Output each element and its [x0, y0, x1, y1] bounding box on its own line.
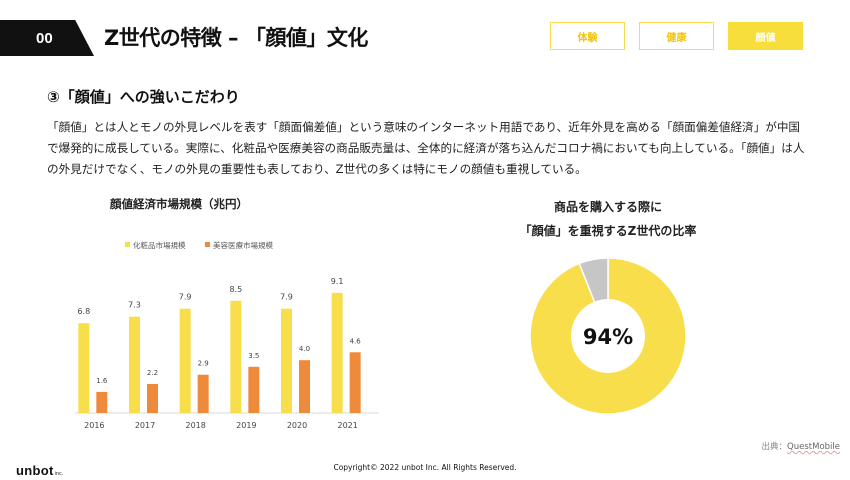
- bar: [349, 352, 361, 413]
- bar-value-label: 1.6: [96, 377, 108, 385]
- bar: [248, 366, 260, 413]
- bar: [147, 383, 158, 413]
- legend-label: 美容医療市場規模: [213, 240, 273, 250]
- x-tick-label: 2021: [337, 421, 357, 430]
- body-text: 「顔値」とは人とモノの外見レベルを表す「顔面偏差値」という意味のインターネット用…: [47, 120, 805, 176]
- x-tick-label: 2018: [185, 421, 205, 430]
- tab-appearance[interactable]: 顔値: [728, 22, 803, 50]
- market-size-bar-chart: 顔値経済市場規模（兆円） 化粧品市場規模 美容医療市場規模 6.8 1.6 2016 7.3…: [75, 197, 379, 430]
- bar: [299, 360, 310, 413]
- donut-hole: [571, 299, 645, 373]
- bar-value-label: 7.9: [280, 293, 293, 302]
- bar-value-label: 3.5: [248, 352, 259, 360]
- source-label: 出典：: [761, 442, 788, 452]
- company-logo: unbotinc.: [16, 463, 64, 478]
- legend-swatch: [125, 242, 130, 247]
- bar-value-label: 2.2: [147, 369, 158, 377]
- legend-swatch: [205, 242, 210, 247]
- appearance-ratio-pie-chart: 商品を購入する際に「顔値」を重視するZ世代の比率 94%: [520, 199, 697, 415]
- bar-value-label: 6.8: [77, 307, 90, 316]
- x-tick-label: 2019: [236, 421, 256, 430]
- page-title: Z世代の特徴 – 「顔値」文化: [104, 26, 368, 50]
- bar-chart-title: 顔値経済市場規模（兆円）: [109, 197, 248, 211]
- pie-title-line2: 「顔値」を重視するZ世代の比率: [520, 223, 697, 238]
- tab-bar: 体験 健康 顔値: [550, 22, 803, 50]
- tab-experience[interactable]: 体験: [550, 22, 625, 50]
- logo-suffix: inc.: [54, 471, 64, 477]
- section-number: 00: [36, 29, 53, 47]
- bar-value-label: 8.5: [229, 285, 242, 294]
- bar-value-label: 7.3: [128, 301, 141, 310]
- source-name: QuestMobile: [787, 442, 840, 452]
- legend-label: 化粧品市場規模: [133, 240, 186, 250]
- x-tick-label: 2017: [135, 421, 155, 430]
- bar-value-label: 2.9: [198, 360, 209, 368]
- bar: [281, 308, 292, 413]
- tab-health[interactable]: 健康: [639, 22, 714, 50]
- pie-title-line1: 商品を購入する際に: [554, 199, 662, 214]
- x-tick-label: 2020: [287, 421, 307, 430]
- source-note: 出典：QuestMobile: [762, 440, 840, 452]
- bar-value-label: 4.6: [350, 337, 362, 345]
- bar: [96, 391, 108, 413]
- bar: [78, 323, 90, 413]
- bar: [179, 308, 191, 413]
- bar: [230, 300, 242, 413]
- bar: [129, 316, 140, 413]
- x-tick-label: 2016: [84, 421, 104, 430]
- section-number-badge: 00: [0, 20, 94, 56]
- section-title: ③「顔値」への強いこだわり: [47, 88, 240, 106]
- bar-value-label: 9.1: [331, 277, 344, 286]
- bar-value-label: 7.9: [179, 293, 192, 302]
- bar: [331, 292, 343, 413]
- pie-center-label: 94%: [583, 325, 633, 349]
- logo-text: unbot: [16, 463, 54, 478]
- bar-value-label: 4.0: [299, 345, 310, 353]
- copyright: Copyright© 2022 unbot Inc. All Rights Re…: [333, 463, 517, 472]
- bar: [197, 374, 209, 413]
